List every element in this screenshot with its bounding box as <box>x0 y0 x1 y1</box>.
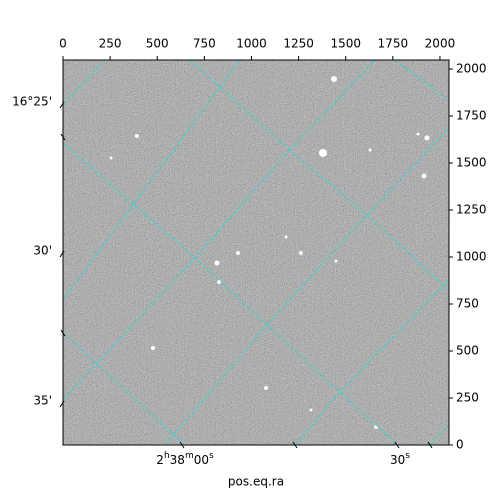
y-tick-label: 250 <box>456 391 479 405</box>
dec-tick <box>60 133 66 141</box>
x-tick-label: 1750 <box>378 37 409 51</box>
ra-tick-label: 30s <box>390 451 410 467</box>
x-tick-label: 500 <box>146 37 169 51</box>
ra-tick-label: 2h38m00s <box>156 451 214 467</box>
y-tick-label: 2000 <box>456 62 487 76</box>
y-tick-label: 500 <box>456 344 479 358</box>
x-axis-label: pos.eq.ra <box>228 475 284 489</box>
dec-tick <box>59 400 65 408</box>
x-tick-label: 0 <box>59 37 67 51</box>
stars <box>109 76 430 429</box>
x-tick-label: 1000 <box>236 37 267 51</box>
dec-tick <box>60 329 66 337</box>
y-tick-label: 0 <box>456 438 464 452</box>
ra-tick <box>427 441 433 449</box>
dec-tick-label: 16°25' <box>12 95 52 109</box>
image <box>63 60 449 445</box>
coordinate-grid <box>63 60 449 445</box>
ra-tick <box>179 441 185 449</box>
ra-tick <box>394 441 400 449</box>
x-tick-label: 1250 <box>283 37 314 51</box>
y-tick-label: 1750 <box>456 109 487 123</box>
x-tick-label: 2000 <box>425 37 456 51</box>
ra-tick <box>292 441 298 449</box>
dec-tick <box>59 101 65 109</box>
y-tick-label: 1000 <box>456 250 487 264</box>
y-tick-label: 1500 <box>456 156 487 170</box>
y-tick-label: 750 <box>456 297 479 311</box>
x-tick-label: 250 <box>99 37 122 51</box>
dec-tick <box>59 250 65 258</box>
dec-tick-label: 30' <box>33 244 52 258</box>
x-tick-label: 750 <box>193 37 216 51</box>
dec-tick-label: 35' <box>33 394 52 408</box>
x-tick-label: 1500 <box>330 37 361 51</box>
y-tick-label: 1250 <box>456 203 487 217</box>
